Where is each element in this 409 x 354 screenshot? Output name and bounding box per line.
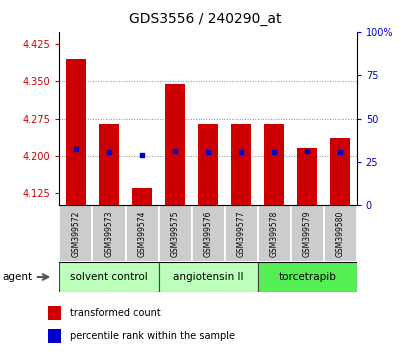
Point <box>303 148 310 154</box>
Text: GDS3556 / 240290_at: GDS3556 / 240290_at <box>128 12 281 27</box>
Text: GSM399574: GSM399574 <box>137 210 146 257</box>
Bar <box>92 205 125 262</box>
Point <box>270 149 277 155</box>
Text: torcetrapib: torcetrapib <box>278 272 335 282</box>
Text: GSM399576: GSM399576 <box>203 210 212 257</box>
Bar <box>257 262 356 292</box>
Bar <box>191 205 224 262</box>
Text: GSM399577: GSM399577 <box>236 210 245 257</box>
Bar <box>198 124 218 205</box>
Point <box>171 148 178 154</box>
Bar <box>257 205 290 262</box>
Bar <box>165 84 184 205</box>
Bar <box>132 188 152 205</box>
Point <box>138 152 145 158</box>
Bar <box>158 262 257 292</box>
Text: GSM399573: GSM399573 <box>104 210 113 257</box>
Point <box>106 149 112 155</box>
Bar <box>99 124 119 205</box>
Text: angiotensin II: angiotensin II <box>173 272 243 282</box>
Text: GSM399578: GSM399578 <box>269 210 278 257</box>
Bar <box>158 205 191 262</box>
Text: GSM399580: GSM399580 <box>335 210 344 257</box>
Bar <box>224 205 257 262</box>
Bar <box>323 205 356 262</box>
Text: GSM399572: GSM399572 <box>71 210 80 257</box>
Bar <box>66 59 85 205</box>
Text: GSM399575: GSM399575 <box>170 210 179 257</box>
Bar <box>330 138 349 205</box>
Bar <box>48 306 61 320</box>
Point <box>72 147 79 152</box>
Text: solvent control: solvent control <box>70 272 148 282</box>
Bar <box>59 262 158 292</box>
Text: GSM399579: GSM399579 <box>302 210 311 257</box>
Bar <box>48 329 61 343</box>
Bar <box>290 205 323 262</box>
Text: agent: agent <box>2 272 32 282</box>
Point <box>204 149 211 155</box>
Bar <box>59 205 92 262</box>
Point <box>336 149 343 155</box>
Bar <box>297 148 316 205</box>
Text: transformed count: transformed count <box>70 308 160 318</box>
Point <box>237 149 244 155</box>
Bar <box>231 124 250 205</box>
Text: percentile rank within the sample: percentile rank within the sample <box>70 331 234 341</box>
Bar <box>125 205 158 262</box>
Bar <box>263 124 283 205</box>
